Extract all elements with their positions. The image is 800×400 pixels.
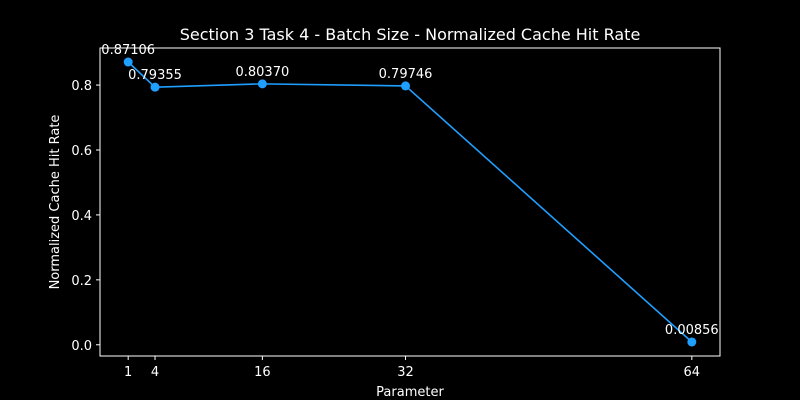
chart-title: Section 3 Task 4 - Batch Size - Normaliz… (180, 25, 641, 44)
y-tick-label: 0.6 (71, 144, 92, 159)
y-axis-ticks: 0.0 0.2 0.4 0.6 0.8 (71, 79, 100, 354)
y-tick-label: 0.8 (71, 79, 92, 94)
data-point (401, 81, 411, 91)
y-tick-label: 0.4 (71, 209, 92, 224)
data-point (257, 79, 267, 89)
series-group: 0.87106 0.79355 0.80370 0.79746 0.00856 (101, 43, 719, 347)
plot-area-frame (99, 47, 721, 357)
x-tick-label: 4 (151, 365, 159, 380)
x-tick-label: 16 (254, 365, 271, 380)
data-label: 0.79355 (128, 68, 182, 83)
x-tick-label: 1 (124, 365, 132, 380)
y-tick-label: 0.0 (71, 339, 92, 354)
x-tick-label: 32 (397, 365, 414, 380)
data-point (687, 337, 697, 347)
data-label: 0.80370 (235, 65, 289, 80)
data-label: 0.79746 (379, 67, 433, 82)
data-point (123, 57, 133, 67)
data-point (150, 82, 160, 92)
data-label: 0.87106 (101, 43, 155, 58)
x-axis-label: Parameter (376, 385, 444, 400)
x-axis-ticks: 1 4 16 32 64 (124, 356, 700, 380)
y-axis-label: Normalized Cache Hit Rate (48, 115, 63, 290)
x-tick-label: 64 (684, 365, 701, 380)
data-label: 0.00856 (665, 323, 719, 338)
y-tick-label: 0.2 (71, 274, 92, 289)
